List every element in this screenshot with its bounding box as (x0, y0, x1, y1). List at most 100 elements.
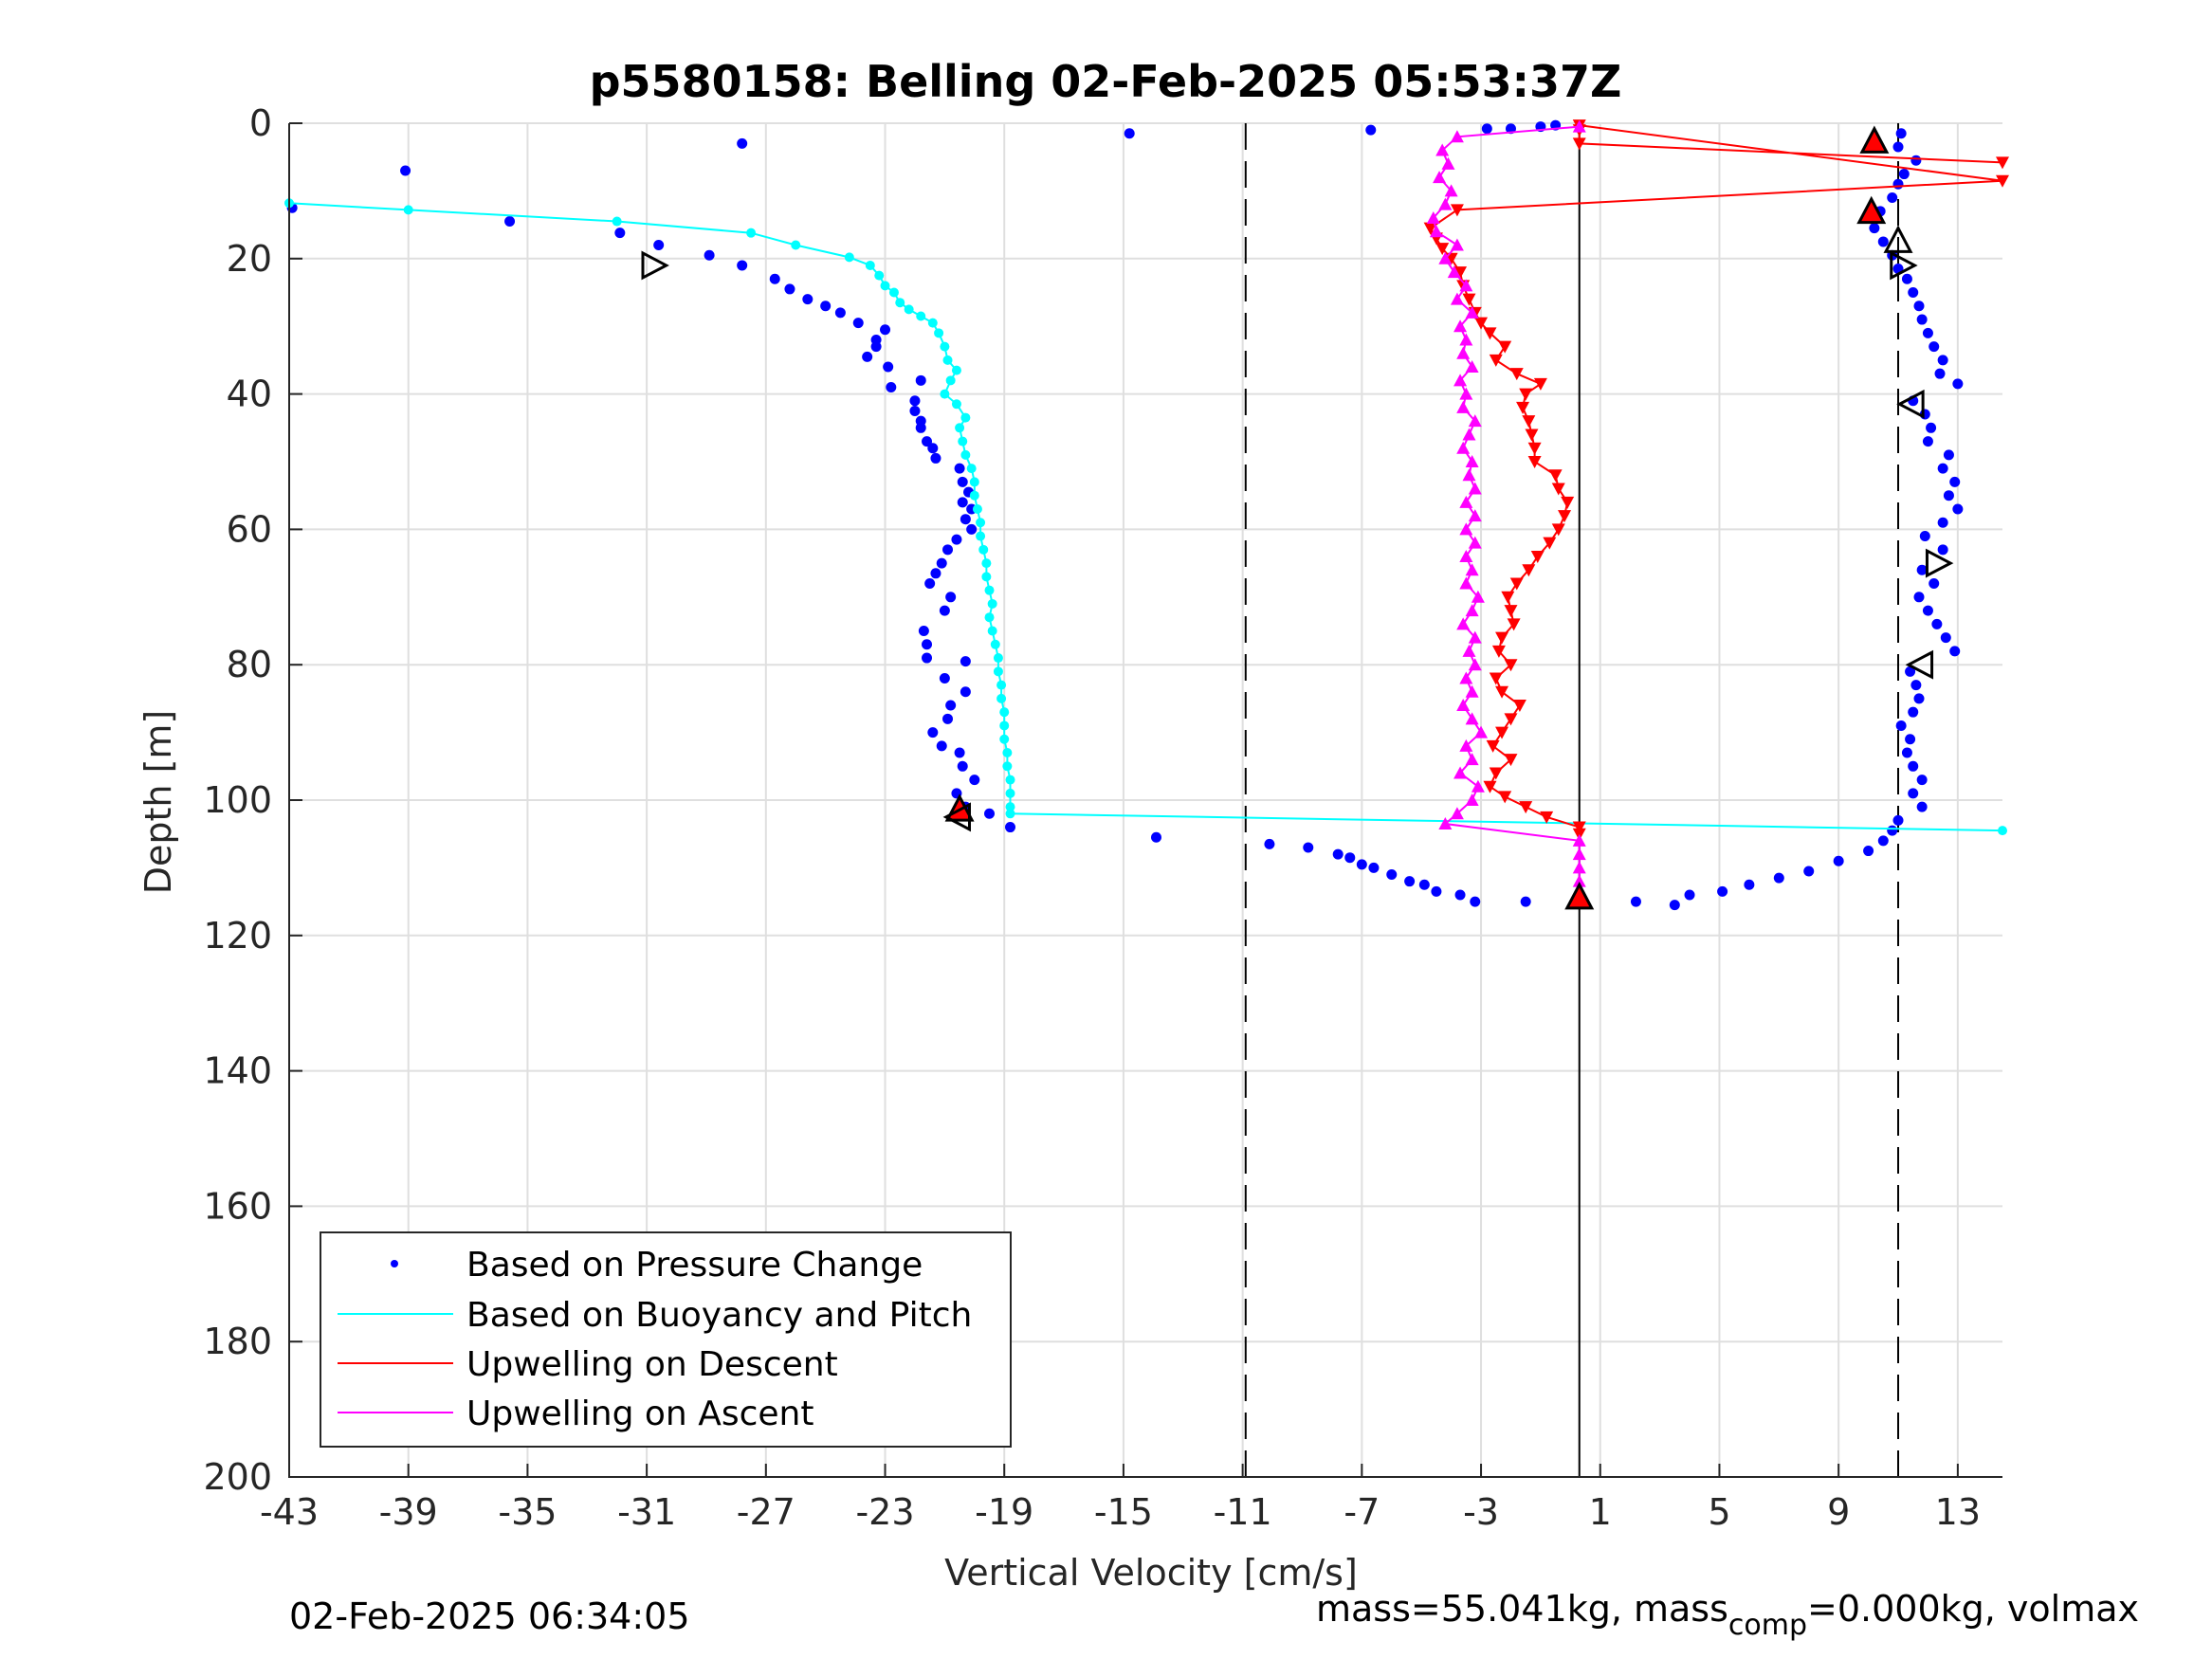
descent-point (1509, 577, 1524, 591)
buoyancy-point (996, 680, 1007, 690)
pressure-point (1913, 301, 1925, 312)
pressure-point (1887, 825, 1898, 836)
pressure-point (918, 626, 929, 636)
pressure-point (1520, 896, 1531, 907)
y-tick-label: 80 (227, 644, 272, 685)
descent-point (1522, 564, 1536, 577)
x-tick-label: -31 (617, 1491, 676, 1533)
event-marker (1925, 548, 1954, 578)
event-marker (1890, 250, 1918, 281)
series-1 (284, 198, 2007, 836)
pressure-point (1931, 618, 1943, 629)
y-tick-label: 120 (203, 915, 272, 957)
pressure-point (653, 240, 665, 251)
pressure-point (1717, 885, 1728, 897)
pressure-point (1418, 879, 1430, 890)
ascent-point (1462, 428, 1476, 441)
buoyancy-point (981, 572, 992, 582)
ascent-point (1465, 753, 1479, 766)
buoyancy-point (984, 585, 995, 595)
descent-point (1551, 523, 1565, 537)
descent-point (1435, 243, 1450, 256)
ascent-point (1471, 590, 1485, 603)
ascent-point (1465, 305, 1479, 319)
legend-box (320, 1231, 1012, 1448)
x-tick-label: 9 (1827, 1491, 1850, 1533)
pressure-point (922, 436, 933, 447)
descent-point (1507, 618, 1521, 631)
descent-point (1516, 401, 1530, 414)
pressure-point (1803, 866, 1815, 877)
ascent-point (1438, 197, 1453, 210)
pressure-point (957, 497, 968, 508)
buoyancy-point (942, 355, 953, 365)
y-tick-label: 180 (203, 1321, 272, 1362)
pressure-point (1949, 646, 1961, 657)
pressure-point (1905, 734, 1916, 745)
event-markers (641, 125, 1954, 910)
footer-mass-info: mass=55.041kg, masscomp=0.000kg, volmax (1316, 1588, 2139, 1642)
descent-point (1572, 137, 1586, 151)
y-axis-label: Depth [m] (137, 710, 179, 895)
descent-point (1519, 388, 1533, 401)
pressure-point (769, 273, 780, 284)
pressure-point (1744, 879, 1755, 890)
pressure-point (1404, 876, 1416, 887)
ascent-point (1465, 360, 1479, 374)
ascent-point (1456, 699, 1471, 712)
legend: Based on Pressure Change Based on Buoyan… (320, 1231, 1012, 1448)
pressure-point (1368, 862, 1380, 873)
descent-point (1498, 340, 1512, 354)
buoyancy-point (960, 412, 971, 423)
pressure-point (957, 476, 968, 487)
x-tick-label: -27 (737, 1491, 795, 1533)
pressure-point (1005, 822, 1016, 833)
pressure-point (1431, 885, 1442, 897)
pressure-point (1943, 449, 1954, 461)
pressure-point (737, 260, 748, 271)
descent-point (1533, 377, 1547, 391)
descent-point (1530, 550, 1545, 563)
buoyancy-point (976, 531, 986, 541)
pressure-point (927, 727, 939, 738)
pressure-point (936, 557, 947, 569)
x-tick-label: 13 (1935, 1491, 1981, 1533)
ascent-point (1459, 576, 1473, 590)
pressure-point (1943, 490, 1954, 501)
event-marker (942, 802, 971, 832)
pressure-point (1905, 665, 1916, 677)
descent-point (1504, 659, 1518, 672)
pressure-point (1481, 123, 1492, 135)
pressure-point (1916, 564, 1928, 575)
ascent-point (1459, 522, 1473, 536)
buoyancy-point (996, 693, 1007, 703)
buoyancy-point (403, 205, 413, 215)
pressure-point (400, 165, 411, 176)
descent-point (1501, 591, 1515, 604)
buoyancy-point (945, 375, 956, 386)
ascent-point (1450, 130, 1464, 143)
buoyancy-point (1002, 748, 1013, 758)
descent-point (1450, 204, 1464, 217)
pressure-point (1863, 846, 1874, 857)
pressure-point (915, 374, 926, 386)
ascent-point (1471, 779, 1485, 793)
descent-point (1509, 368, 1524, 381)
x-tick-label: -3 (1463, 1491, 1499, 1533)
pressure-point (1916, 775, 1928, 786)
event-marker (1896, 389, 1925, 419)
descent-point (1527, 456, 1542, 468)
ascent-point (1468, 414, 1482, 428)
buoyancy-point (993, 666, 1003, 677)
pressure-point (1908, 788, 1919, 799)
ascent-point (1465, 604, 1479, 617)
x-tick-label: -11 (1214, 1491, 1272, 1533)
buoyancy-point (904, 304, 914, 315)
buoyancy-point (976, 518, 986, 528)
descent-point (1561, 496, 1575, 509)
pressure-point (930, 568, 941, 579)
pressure-point (960, 514, 971, 525)
buoyancy-point (940, 389, 950, 399)
pressure-point (1898, 169, 1910, 180)
ascent-point (1462, 644, 1476, 657)
